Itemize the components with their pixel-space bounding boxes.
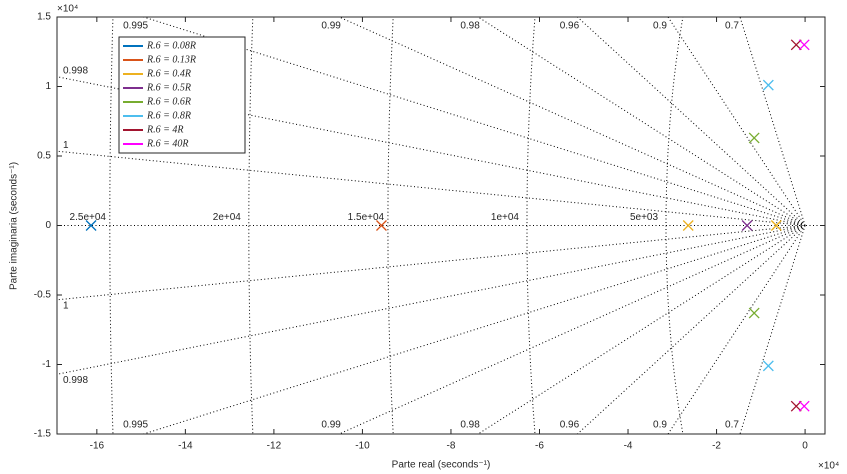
y-tick-label: 0.5	[37, 151, 51, 162]
legend-label: R.6 = 0.8R	[146, 110, 191, 121]
damping-label: 0.9	[653, 21, 667, 32]
damping-line	[143, 17, 806, 226]
x-tick-label: 0	[802, 441, 808, 452]
legend-label: R.6 = 0.5R	[146, 82, 191, 93]
damping-label: 0.998	[63, 65, 88, 76]
y-tick-label: -0.5	[34, 290, 52, 301]
legend-label: R.6 = 4R	[146, 124, 183, 135]
frequency-label: 1.5e+04	[348, 212, 385, 223]
pole-marker	[682, 220, 694, 231]
pole-marker	[790, 400, 802, 412]
y-axis-label: Parte imaginaria (seconds⁻¹)	[9, 162, 20, 290]
damping-label: 0.7	[725, 21, 739, 32]
y-tick-label: -1	[42, 359, 51, 370]
damping-label: 1	[63, 300, 69, 311]
x-tick-label: -12	[267, 441, 282, 452]
x-tick-label: -16	[90, 441, 105, 452]
damping-line	[739, 225, 806, 434]
frequency-label: 2.5e+04	[70, 212, 107, 223]
damping-line	[577, 17, 806, 226]
x-tick-label: -6	[535, 441, 544, 452]
damping-label: 0.995	[123, 420, 148, 431]
pole-marker	[741, 220, 753, 231]
y-tick-label: -1.5	[34, 429, 52, 440]
x-tick-label: -14	[178, 441, 193, 452]
y-tick-label: 1	[45, 81, 51, 92]
legend-label: R.6 = 0.4R	[146, 68, 191, 79]
legend-label: R.6 = 0.13R	[146, 54, 196, 65]
x-tick-label: -8	[447, 441, 456, 452]
frequency-label: 5e+03	[630, 212, 659, 223]
pole-marker	[762, 360, 774, 372]
marks	[85, 39, 810, 412]
damping-label: 0.995	[123, 21, 148, 32]
damping-label: 0.998	[63, 375, 88, 386]
x-axis-label: Parte real (seconds⁻¹)	[392, 460, 491, 471]
x-multiplier: ×10⁴	[818, 461, 839, 472]
frequency-label: 1e+04	[491, 212, 520, 223]
damping-label: 0.98	[460, 21, 480, 32]
damping-line	[577, 225, 806, 434]
frequency-label: 2e+04	[213, 212, 242, 223]
damping-label: 0.99	[321, 21, 341, 32]
damping-label: 1	[63, 140, 69, 151]
y-multiplier: ×10⁴	[57, 4, 78, 15]
x-tick-label: -2	[712, 441, 721, 452]
damping-label: 0.98	[460, 420, 480, 431]
pole-marker	[376, 220, 387, 231]
pole-marker	[748, 132, 760, 144]
pole-marker	[85, 220, 97, 231]
legend-label: R.6 = 0.08R	[146, 40, 196, 51]
y-tick-label: 0	[45, 220, 51, 231]
legend-label: R.6 = 40R	[146, 138, 188, 149]
damping-line	[739, 17, 806, 226]
pole-marker	[798, 400, 810, 412]
damping-label: 0.96	[560, 420, 580, 431]
x-tick-label: -4	[624, 441, 633, 452]
pole-marker	[748, 307, 760, 319]
y-tick-label: 1.5	[37, 12, 51, 23]
damping-label: 0.96	[560, 21, 580, 32]
x-tick-label: -10	[355, 441, 370, 452]
damping-label: 0.7	[725, 420, 739, 431]
pole-marker	[770, 220, 782, 231]
pole-marker	[798, 39, 810, 51]
pole-marker	[762, 79, 774, 91]
grid-group	[57, 17, 825, 434]
legend-box	[118, 36, 246, 154]
damping-label: 0.9	[653, 420, 667, 431]
pole-marker	[790, 39, 802, 51]
legend-label: R.6 = 0.6R	[146, 96, 191, 107]
damping-line	[143, 225, 806, 434]
damping-label: 0.99	[321, 420, 341, 431]
